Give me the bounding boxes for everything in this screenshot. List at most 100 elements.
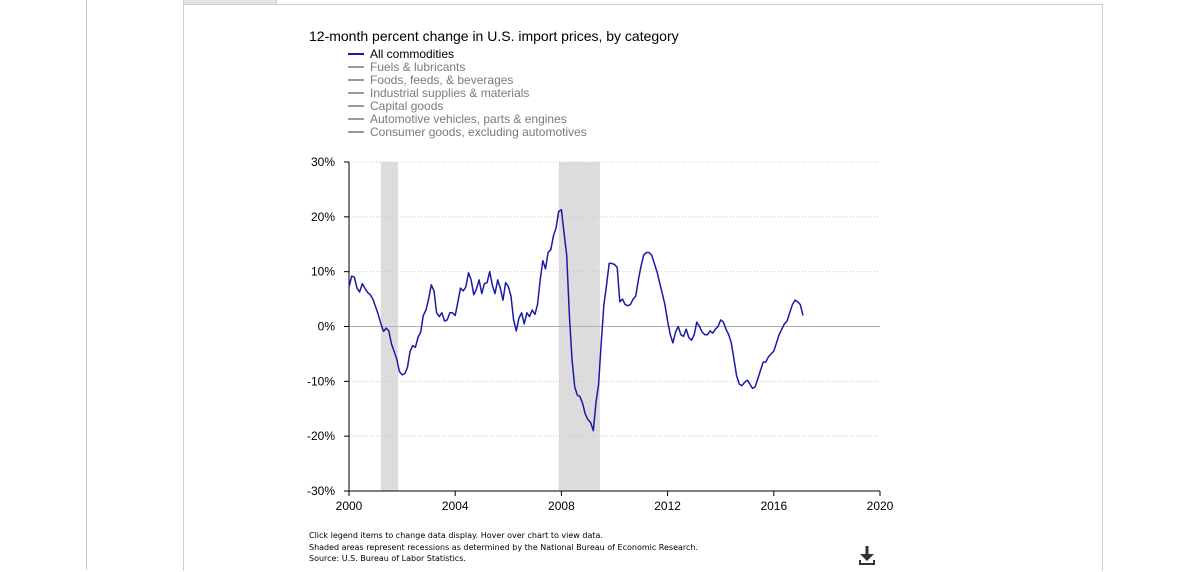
data-point[interactable] <box>513 328 519 334</box>
data-point[interactable] <box>388 341 394 347</box>
data-point[interactable] <box>590 428 596 434</box>
data-point[interactable] <box>728 340 734 346</box>
data-point[interactable] <box>633 293 639 299</box>
data-point[interactable] <box>537 277 543 283</box>
data-point[interactable] <box>638 263 644 269</box>
data-point[interactable] <box>593 400 599 406</box>
legend-item[interactable]: Automotive vehicles, parts & engines <box>348 112 587 126</box>
data-point[interactable] <box>752 384 758 390</box>
data-point[interactable] <box>720 319 726 325</box>
data-point[interactable] <box>495 277 501 283</box>
data-point[interactable] <box>662 302 668 308</box>
legend-item[interactable]: Industrial supplies & materials <box>348 86 587 100</box>
data-point[interactable] <box>681 333 687 339</box>
data-point[interactable] <box>665 318 671 324</box>
data-point[interactable] <box>784 318 790 324</box>
data-point[interactable] <box>431 288 437 294</box>
series-line-all-commodities[interactable] <box>348 208 804 432</box>
data-point[interactable] <box>588 419 594 425</box>
data-point[interactable] <box>553 225 559 231</box>
data-point[interactable] <box>800 313 806 319</box>
data-point[interactable] <box>561 230 567 236</box>
data-point[interactable] <box>527 314 533 320</box>
data-point[interactable] <box>415 334 421 340</box>
data-point[interactable] <box>452 313 458 319</box>
data-point[interactable] <box>596 381 602 387</box>
data-point[interactable] <box>351 274 357 280</box>
data-point[interactable] <box>420 313 426 319</box>
data-point[interactable] <box>776 332 782 338</box>
data-point[interactable] <box>779 326 785 332</box>
data-point[interactable] <box>489 282 495 288</box>
data-point[interactable] <box>370 296 376 302</box>
data-point[interactable] <box>479 291 485 297</box>
data-point[interactable] <box>659 291 665 297</box>
data-point[interactable] <box>373 304 379 310</box>
data-point[interactable] <box>519 310 525 316</box>
data-point[interactable] <box>407 348 413 354</box>
data-point[interactable] <box>654 269 660 275</box>
data-point[interactable] <box>598 340 604 346</box>
data-point[interactable] <box>675 324 681 330</box>
data-point[interactable] <box>797 302 803 308</box>
data-point[interactable] <box>657 280 663 286</box>
data-point[interactable] <box>521 321 527 327</box>
data-point[interactable] <box>755 376 761 382</box>
data-point[interactable] <box>418 329 424 335</box>
legend-item[interactable]: Foods, feeds, & beverages <box>348 73 587 87</box>
data-point[interactable] <box>428 282 434 288</box>
data-point[interactable] <box>771 348 777 354</box>
data-point[interactable] <box>572 384 578 390</box>
data-point[interactable] <box>550 233 556 239</box>
data-point[interactable] <box>357 289 363 295</box>
data-point[interactable] <box>484 280 490 286</box>
data-point[interactable] <box>688 337 694 343</box>
data-point[interactable] <box>378 321 384 327</box>
data-point[interactable] <box>548 247 554 253</box>
legend-item[interactable]: Fuels & lubricants <box>348 60 587 74</box>
data-point[interactable] <box>758 367 764 373</box>
data-point[interactable] <box>426 296 432 302</box>
legend-item[interactable]: Capital goods <box>348 99 587 113</box>
data-point[interactable] <box>412 344 418 350</box>
data-point[interactable] <box>497 285 503 291</box>
data-point[interactable] <box>487 269 493 275</box>
data-point[interactable] <box>763 359 769 365</box>
data-point[interactable] <box>471 292 477 298</box>
data-point[interactable] <box>673 329 679 335</box>
data-point[interactable] <box>516 315 522 321</box>
data-point[interactable] <box>402 371 408 377</box>
data-point[interactable] <box>535 302 541 308</box>
data-point[interactable] <box>667 332 673 338</box>
data-point[interactable] <box>564 252 570 258</box>
data-point[interactable] <box>558 207 564 213</box>
data-point[interactable] <box>566 313 572 319</box>
data-point[interactable] <box>582 411 588 417</box>
data-point[interactable] <box>423 307 429 313</box>
data-point[interactable] <box>787 310 793 316</box>
data-point[interactable] <box>386 328 392 334</box>
legend-item[interactable]: Consumer goods, excluding automotives <box>348 125 587 139</box>
data-point[interactable] <box>726 332 732 338</box>
legend-item[interactable]: All commodities <box>348 47 587 61</box>
data-point[interactable] <box>404 365 410 371</box>
data-point[interactable] <box>715 324 721 330</box>
data-point[interactable] <box>465 270 471 276</box>
data-point[interactable] <box>346 284 352 290</box>
data-point[interactable] <box>511 317 517 323</box>
data-point[interactable] <box>731 356 737 362</box>
data-point[interactable] <box>391 348 397 354</box>
data-point[interactable] <box>683 326 689 332</box>
data-point[interactable] <box>723 326 729 332</box>
data-point[interactable] <box>463 284 469 290</box>
data-point[interactable] <box>394 356 400 362</box>
data-point[interactable] <box>696 324 702 330</box>
data-point[interactable] <box>473 286 479 292</box>
data-point[interactable] <box>542 266 548 272</box>
data-point[interactable] <box>532 311 538 317</box>
data-point[interactable] <box>619 296 625 302</box>
data-point[interactable] <box>651 260 657 266</box>
data-point[interactable] <box>500 297 506 303</box>
data-point[interactable] <box>627 302 633 308</box>
panel-tab[interactable] <box>183 0 277 5</box>
